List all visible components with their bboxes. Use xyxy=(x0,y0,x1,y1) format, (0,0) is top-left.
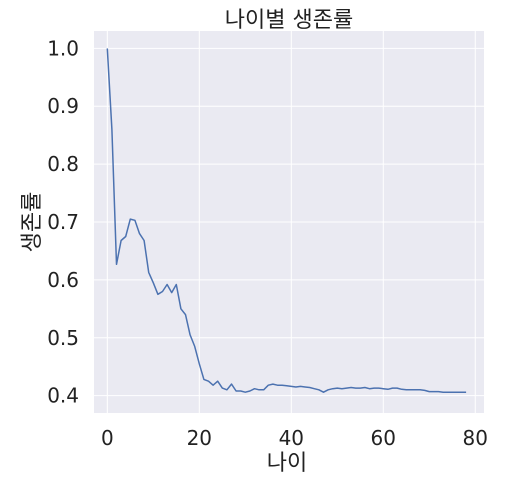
survival-rate-line xyxy=(106,48,467,393)
y-axis-title: 생존률 xyxy=(20,192,45,253)
x-tick-label: 80 xyxy=(463,426,488,450)
grid-lines xyxy=(94,31,484,413)
x-tick-labels: 0 20 40 60 80 xyxy=(101,426,488,450)
y-tick-label: 0.9 xyxy=(47,94,79,118)
x-axis-title: 나이 xyxy=(267,451,307,476)
y-tick-label: 0.4 xyxy=(47,384,79,408)
y-tick-label: 0.8 xyxy=(47,152,79,176)
y-tick-label: 0.7 xyxy=(47,210,79,234)
x-tick-label: 0 xyxy=(101,426,114,450)
chart-title: 나이별 생존률 xyxy=(225,8,353,33)
y-tick-label: 1.0 xyxy=(47,36,79,60)
x-tick-label: 20 xyxy=(187,426,212,450)
x-tick-label: 60 xyxy=(371,426,396,450)
y-tick-label: 0.6 xyxy=(47,268,79,292)
data-line-group xyxy=(106,48,467,393)
x-tick-label: 40 xyxy=(279,426,304,450)
y-tick-label: 0.5 xyxy=(47,326,79,350)
y-tick-labels: 0.4 0.5 0.6 0.7 0.8 0.9 1.0 xyxy=(47,36,79,407)
